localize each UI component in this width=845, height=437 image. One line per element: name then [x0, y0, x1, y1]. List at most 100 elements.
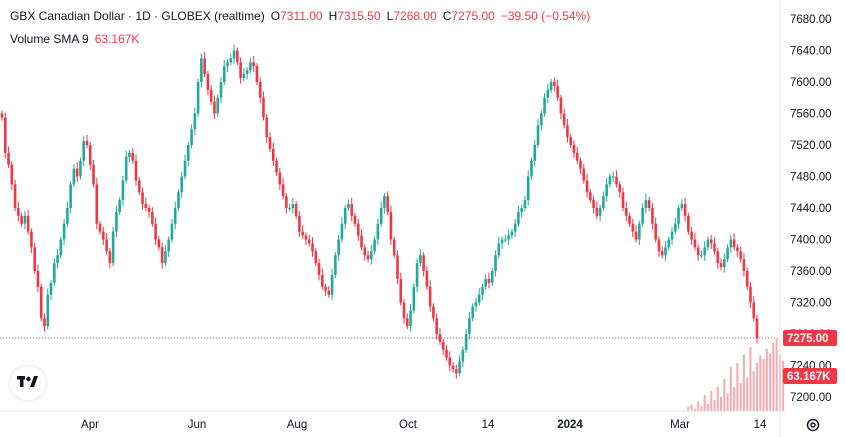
- candle-body: [131, 152, 135, 161]
- candle-body: [556, 85, 559, 98]
- candle-body: [641, 208, 644, 224]
- candle-body: [52, 263, 56, 283]
- candle-body: [72, 168, 76, 185]
- x-tick-label: Apr: [81, 419, 99, 431]
- candle-body: [239, 62, 242, 79]
- candle-body: [216, 97, 220, 114]
- time-axis[interactable]: Apr Jun Aug Oct 14 2024 Mar 14: [81, 419, 767, 431]
- candle-body: [585, 180, 589, 193]
- candle-body: [180, 176, 184, 193]
- candle-body: [147, 208, 151, 212]
- candle-body: [755, 318, 759, 338]
- candle-body: [144, 204, 148, 208]
- candle-body: [673, 223, 677, 232]
- candle-body: [245, 70, 249, 75]
- volume-bar: [723, 379, 726, 411]
- candle-body: [582, 168, 586, 181]
- candle-body: [660, 251, 664, 256]
- price-badge-text: 7275.00: [787, 333, 829, 345]
- candle-body: [732, 239, 736, 248]
- candle-body: [121, 180, 125, 201]
- candle-body: [670, 231, 674, 240]
- candle-body: [275, 160, 278, 173]
- candle-body: [592, 200, 595, 208]
- candle-body: [589, 192, 592, 201]
- tradingview-logo-icon[interactable]: [10, 366, 46, 400]
- candle-body: [102, 231, 105, 240]
- candle-body: [729, 239, 733, 248]
- candle-body: [455, 369, 458, 374]
- candle-body: [618, 184, 622, 193]
- volume-legend: Volume SMA 9 63.167K: [10, 32, 139, 46]
- y-tick-label: 7600.00: [790, 77, 832, 89]
- candle-body: [484, 278, 488, 287]
- candle-body: [356, 223, 360, 236]
- candle-body: [638, 223, 641, 240]
- candle-body: [229, 58, 233, 63]
- volume-bar: [720, 396, 723, 411]
- candle-body: [173, 208, 177, 224]
- candle-body: [572, 145, 576, 153]
- candle-body: [242, 74, 246, 79]
- candle-body: [680, 204, 684, 208]
- candle-body: [742, 259, 746, 271]
- x-tick-label: 14: [482, 419, 495, 431]
- candle-body: [294, 204, 298, 216]
- candle-body: [118, 200, 121, 212]
- candle-body: [23, 215, 27, 224]
- candle-body: [26, 215, 30, 232]
- volume-bar: [716, 387, 719, 411]
- open-value: 7311.00: [280, 9, 323, 23]
- gear-icon[interactable]: [805, 417, 821, 433]
- candle-body: [59, 239, 63, 256]
- candle-body: [7, 152, 10, 165]
- candle-body: [683, 204, 687, 216]
- candle-body: [98, 223, 102, 232]
- candle-body: [539, 113, 543, 126]
- candle-body: [288, 208, 291, 209]
- candle-body: [396, 255, 399, 279]
- candle-body: [657, 239, 661, 252]
- candle-body: [307, 239, 311, 244]
- candle-body: [111, 231, 115, 264]
- symbol-title[interactable]: GBX Canadian Dollar · 1D · GLOBEX (realt…: [10, 9, 265, 23]
- volume-bar: [736, 363, 739, 411]
- candle-body: [677, 208, 680, 224]
- volume-bar: [713, 399, 716, 411]
- candle-layer: [0, 44, 759, 379]
- candle-body: [497, 243, 501, 256]
- candle-body: [468, 318, 471, 334]
- candle-body: [183, 160, 187, 177]
- candle-body: [504, 239, 507, 241]
- candle-body: [0, 113, 4, 118]
- candle-body: [703, 247, 707, 256]
- volume-bar: [752, 371, 755, 411]
- volume-bar: [733, 387, 736, 411]
- candle-body: [451, 365, 455, 370]
- candle-body: [513, 223, 517, 232]
- candle-body: [419, 255, 422, 264]
- candle-body: [415, 263, 419, 287]
- volume-layer: [687, 339, 785, 411]
- candle-body: [255, 66, 259, 82]
- candle-body: [304, 235, 308, 240]
- candle-body: [425, 271, 429, 287]
- candle-body: [546, 89, 550, 98]
- volume-bar: [759, 355, 762, 411]
- candle-body: [46, 294, 50, 327]
- price-axis[interactable]: 7200.007240.007280.007320.007360.007400.…: [790, 14, 832, 404]
- candle-body: [749, 286, 752, 303]
- volume-label[interactable]: Volume SMA 9: [10, 32, 89, 46]
- candle-body: [75, 168, 79, 177]
- candle-body: [654, 223, 657, 240]
- candle-body: [664, 247, 667, 256]
- volume-bar: [706, 403, 709, 411]
- candle-body: [383, 196, 386, 208]
- candle-body: [624, 208, 628, 216]
- candle-body: [428, 286, 432, 307]
- candle-body: [115, 211, 118, 232]
- low-value-group: L7268.00: [387, 9, 437, 23]
- candle-body: [477, 294, 481, 303]
- candle-body: [340, 223, 344, 240]
